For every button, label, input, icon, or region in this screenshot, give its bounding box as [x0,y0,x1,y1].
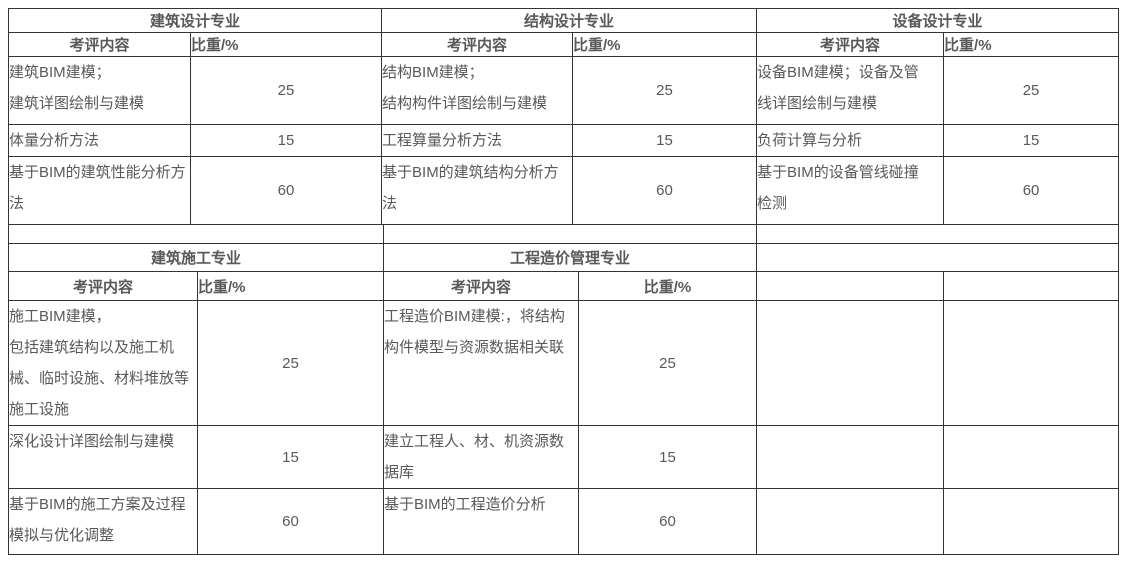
weight-value-cell: 60 [572,156,758,225]
weight-header: 比重/% [197,271,384,301]
weight-header: 比重/% [572,32,758,57]
spacer-cell [383,224,757,244]
weight-value-cell: 60 [189,156,383,225]
assessment-content-cell: 工程算量分析方法 [381,124,574,157]
weight-value-cell [943,300,1119,426]
weight-header: 比重/% [189,32,383,57]
content-header: 考评内容 [8,32,191,57]
assessment-content-cell: 建筑BIM建模； 建筑详图绘制与建模 [8,56,191,125]
construction-cost-majors-table: 建筑施工专业 工程造价管理专业 考评内容 比重/% 考评内容 比重/% 施工BI… [8,224,1119,555]
title-row: 建筑设计专业 结构设计专业 设备设计专业 [7,8,1120,33]
assessment-content-cell [756,488,944,555]
assessment-content-cell: 结构BIM建模； 结构构件详图绘制与建模 [381,56,574,125]
header-row: 考评内容 比重/% 考评内容 比重/% 考评内容 比重/% [8,32,1120,57]
weight-value-cell: 15 [572,124,758,157]
assessment-content-cell: 基于BIM的设备管线碰撞 检测 [756,156,945,225]
weight-value-cell: 15 [189,124,383,157]
design-majors-table: 建筑设计专业 结构设计专业 设备设计专业 考评内容 比重/% 考评内容 比重/%… [7,8,1120,225]
assessment-content-cell [756,425,944,489]
header-row: 考评内容 比重/% 考评内容 比重/% [8,271,1119,301]
weight-value-cell: 60 [943,156,1120,225]
major-title: 工程造价管理专业 [383,243,757,272]
spacer-cell [756,224,1119,244]
table-row: 深化设计详图绘制与建模 15 建立工程人、材、机资源数 据库 15 [8,425,1119,489]
assessment-content-cell: 负荷计算与分析 [756,124,945,157]
assessment-content-cell: 体量分析方法 [8,124,191,157]
weight-value-cell: 15 [578,425,757,489]
content-header: 考评内容 [8,271,198,301]
major-title [756,243,1119,272]
weight-header: 比重/% [943,32,1120,57]
table-row: 施工BIM建模， 包括建筑结构以及施工机 械、临时设施、材料堆放等 施工设施 2… [8,300,1119,426]
weight-header: 比重/% [578,271,757,301]
assessment-content-cell: 基于BIM的工程造价分析 [383,488,579,555]
assessment-content-cell: 基于BIM的施工方案及过程 模拟与优化调整 [8,488,198,555]
weight-value-cell [943,488,1119,555]
weight-value-cell: 25 [197,300,384,426]
assessment-content-cell [756,300,944,426]
table-row: 基于BIM的施工方案及过程 模拟与优化调整 60 基于BIM的工程造价分析 60 [8,488,1119,555]
content-header: 考评内容 [381,32,574,57]
content-header: 考评内容 [756,32,945,57]
assessment-content-cell: 施工BIM建模， 包括建筑结构以及施工机 械、临时设施、材料堆放等 施工设施 [8,300,198,426]
major-title: 结构设计专业 [381,8,758,33]
content-header [756,271,944,301]
assessment-content-cell: 深化设计详图绘制与建模 [8,425,198,489]
assessment-content-cell: 工程造价BIM建模:，将结构 构件模型与资源数据相关联 [383,300,579,426]
assessment-content-cell: 建立工程人、材、机资源数 据库 [383,425,579,489]
weight-value-cell: 60 [578,488,757,555]
major-title: 设备设计专业 [756,8,1120,33]
content-header: 考评内容 [383,271,579,301]
weight-value-cell: 25 [578,300,757,426]
weight-value-cell [943,425,1119,489]
weight-value-cell: 15 [943,124,1120,157]
spacer-cell [8,224,384,244]
table-row: 基于BIM的建筑性能分析方 法 60 基于BIM的建筑结构分析方 法 60 基于… [8,156,1120,225]
major-title: 建筑施工专业 [8,243,384,272]
weight-value-cell: 60 [197,488,384,555]
weight-value-cell: 15 [197,425,384,489]
title-row: 建筑施工专业 工程造价管理专业 [8,243,1119,272]
assessment-content-cell: 基于BIM的建筑结构分析方 法 [381,156,574,225]
table-row: 建筑BIM建模； 建筑详图绘制与建模 25 结构BIM建模； 结构构件详图绘制与… [8,56,1120,125]
table-row: 体量分析方法 15 工程算量分析方法 15 负荷计算与分析 15 [8,124,1120,157]
assessment-content-cell: 设备BIM建模；设备及管 线详图绘制与建模 [756,56,945,125]
assessment-content-cell: 基于BIM的建筑性能分析方 法 [8,156,191,225]
weight-value-cell: 25 [189,56,383,125]
weight-header [943,271,1119,301]
weight-value-cell: 25 [572,56,758,125]
weight-value-cell: 25 [943,56,1120,125]
spacer-row [8,224,1119,244]
major-title: 建筑设计专业 [7,8,383,33]
